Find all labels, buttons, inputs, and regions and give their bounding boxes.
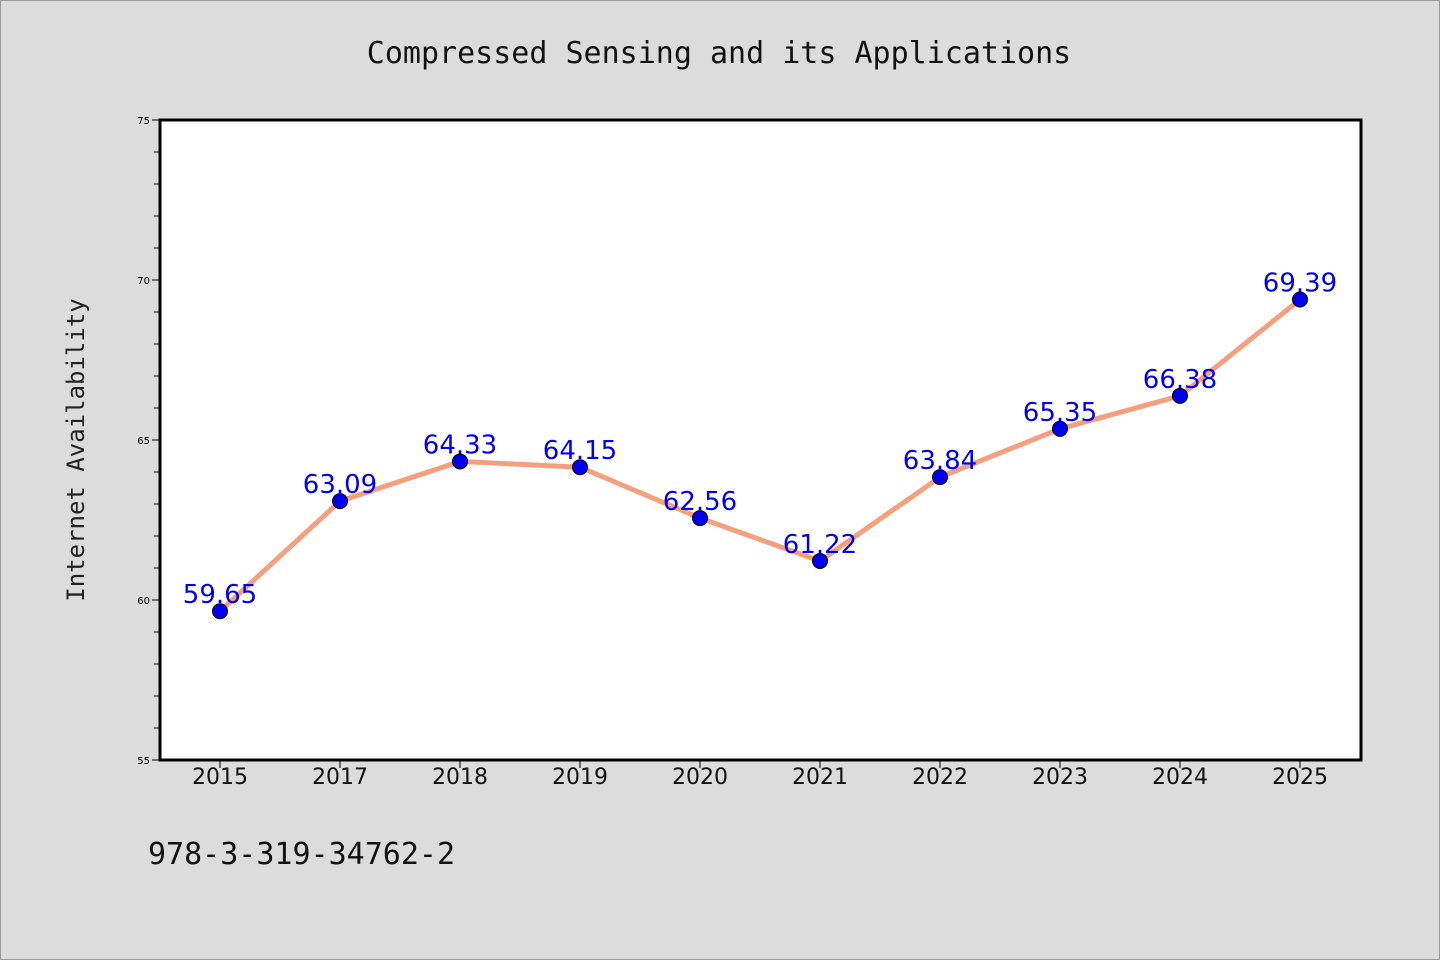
x-tick-label: 2020 <box>672 765 728 790</box>
x-tick-label: 2019 <box>552 765 608 790</box>
data-label: 65.35 <box>1023 398 1097 428</box>
data-point <box>812 552 828 569</box>
data-point <box>1292 291 1308 308</box>
x-tick-label: 2023 <box>1032 765 1088 790</box>
x-tick-label: 2018 <box>432 765 488 790</box>
series-group: 59.65 63.09 64.33 64.15 62.56 61.22 63.84 65.35… <box>183 269 1337 620</box>
y-tick-label: 70 <box>137 276 150 287</box>
plot-area <box>158 118 1363 762</box>
y-tick-label: 75 <box>137 116 150 127</box>
data-point <box>212 603 228 620</box>
data-label: 64.15 <box>543 436 617 466</box>
data-label: 62.56 <box>663 487 737 517</box>
data-point <box>1052 420 1068 437</box>
data-point <box>572 459 588 476</box>
chart-title: Compressed Sensing and its Applications <box>367 36 1071 71</box>
y-axis-label: Internet Availability <box>62 298 90 601</box>
data-point <box>692 510 708 527</box>
data-point <box>1172 387 1188 404</box>
y-axis: 55 60 65 70 75 <box>137 116 160 767</box>
x-tick-label: 2024 <box>1152 765 1208 790</box>
data-label: 63.09 <box>303 470 377 500</box>
series-line <box>217 297 1303 614</box>
data-point <box>932 469 948 486</box>
data-label: 64.33 <box>423 430 497 460</box>
data-label: 63.84 <box>903 446 977 476</box>
x-tick-label: 2017 <box>312 765 368 790</box>
isbn-footer: 978-3-319-34762-2 <box>148 837 455 872</box>
data-label: 66.38 <box>1143 365 1217 395</box>
data-label: 59.65 <box>183 580 257 610</box>
y-tick-label: 60 <box>137 596 150 607</box>
data-label: 69.39 <box>1263 269 1337 299</box>
x-tick-label: 2025 <box>1272 765 1328 790</box>
data-point <box>332 493 348 510</box>
x-axis: 2015 2017 2018 2019 2020 2021 2022 2023 2024 2025 <box>192 760 1328 790</box>
y-tick-label: 55 <box>137 756 150 767</box>
data-point <box>452 453 468 470</box>
y-tick-label: 65 <box>137 436 150 447</box>
x-tick-label: 2015 <box>192 765 248 790</box>
data-label: 61.22 <box>783 530 857 560</box>
x-tick-label: 2021 <box>792 765 848 790</box>
x-tick-label: 2022 <box>912 765 968 790</box>
